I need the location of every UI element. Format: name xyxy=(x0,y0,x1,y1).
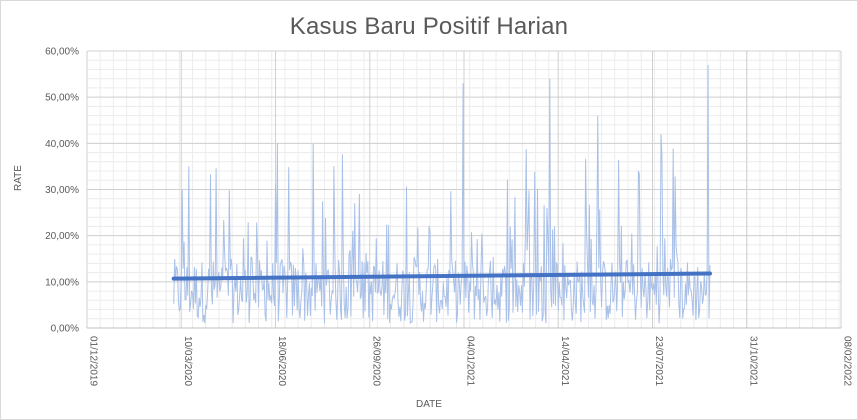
x-tick-label: 04/01/2021 xyxy=(465,336,476,386)
y-tick-label: 60,00% xyxy=(45,47,79,58)
y-tick-label: 50,00% xyxy=(45,93,79,104)
y-tick-label: 10,00% xyxy=(45,277,79,288)
x-tick-label: 01/12/2019 xyxy=(88,336,99,386)
chart-title: Kasus Baru Positif Harian xyxy=(289,13,569,40)
y-tick-label: 0,00% xyxy=(51,324,79,335)
x-tick-label: 31/10/2021 xyxy=(747,336,758,386)
x-tick-label: 08/02/2022 xyxy=(842,336,853,386)
x-axis-label: DATE xyxy=(416,399,442,410)
daily-series-line xyxy=(173,64,711,325)
y-tick-label: 20,00% xyxy=(45,231,79,242)
x-tick-label: 18/06/2020 xyxy=(276,336,287,386)
x-tick-label: 10/03/2020 xyxy=(182,336,193,386)
trendline xyxy=(171,271,712,281)
y-tick-label: 40,00% xyxy=(45,139,79,150)
x-tick-label: 26/09/2020 xyxy=(370,336,381,386)
y-tick-label: 30,00% xyxy=(45,185,79,196)
x-tick-label: 14/04/2021 xyxy=(559,336,570,386)
x-tick-label: 23/07/2021 xyxy=(653,336,664,386)
